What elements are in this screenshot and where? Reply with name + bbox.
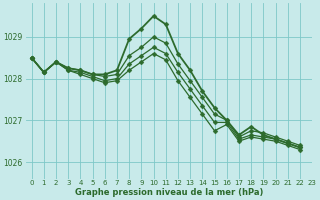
- X-axis label: Graphe pression niveau de la mer (hPa): Graphe pression niveau de la mer (hPa): [75, 188, 263, 197]
